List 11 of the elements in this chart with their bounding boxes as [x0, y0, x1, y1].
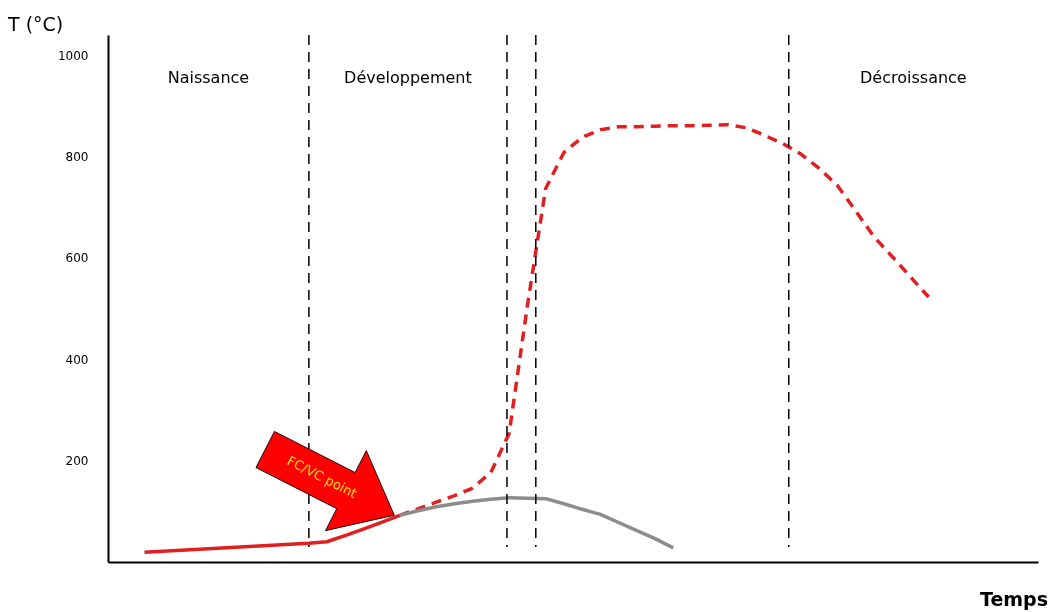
y-tick-label: 400	[65, 352, 89, 367]
y-tick-label: 800	[65, 150, 89, 165]
y-tick-label: 200	[65, 454, 89, 469]
line-series	[398, 495, 676, 550]
annotation: Décroissance	[860, 68, 967, 87]
annotation: Développement	[344, 68, 472, 87]
x-axis-title: Temps	[979, 588, 1048, 610]
y-tick-label: 1000	[57, 48, 89, 63]
y-axis-title: T (°C)	[7, 13, 64, 35]
annotation: Naissance	[167, 68, 250, 87]
y-tick-label: 600	[65, 251, 89, 266]
